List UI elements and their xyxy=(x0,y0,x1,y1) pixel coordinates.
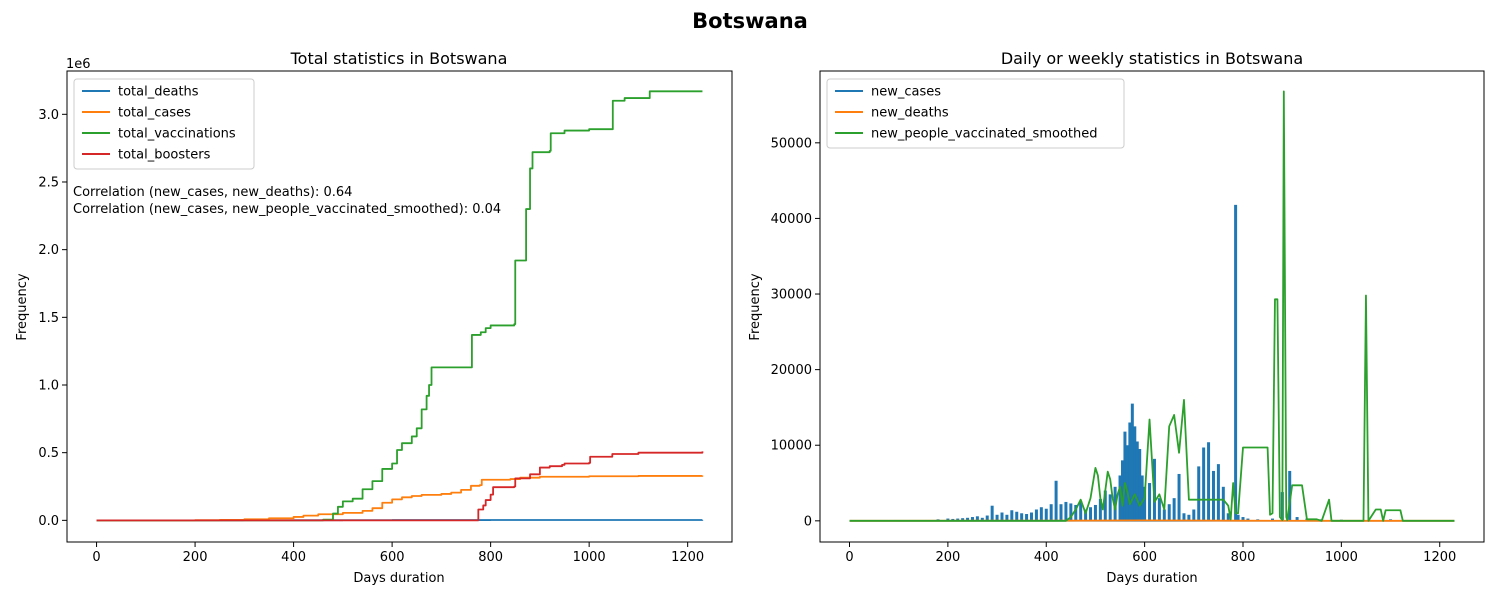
correlation-annotation-2: Correlation (new_cases, new_people_vacci… xyxy=(73,202,501,217)
daily-statistics-chart: Daily or weekly statistics in Botswana D… xyxy=(748,49,1485,586)
x-tick-label: 600 xyxy=(380,550,405,565)
y-tick-label: 50000 xyxy=(771,136,812,151)
x-tick-label: 1200 xyxy=(1423,550,1456,565)
y-tick-label: 1.5 xyxy=(38,311,59,326)
x-tick-label: 600 xyxy=(1132,550,1157,565)
legend: total_deaths total_cases total_vaccination… xyxy=(73,78,255,170)
x-tick-label: 0 xyxy=(845,550,853,565)
legend-label-new_cases: new_cases xyxy=(871,85,941,100)
y-tick-label: 20000 xyxy=(771,363,812,378)
x-tick-label: 200 xyxy=(935,550,960,565)
x-tick-label: 800 xyxy=(1231,550,1256,565)
axes-frame xyxy=(819,70,1485,543)
x-tick-label: 200 xyxy=(183,550,208,565)
x-tick-label: 1000 xyxy=(1325,550,1358,565)
series-line-new_people_vaccinated_smoothed xyxy=(849,90,1455,522)
legend-box xyxy=(826,78,1125,149)
y-tick-label: 0 xyxy=(804,514,812,529)
legend-label-new_people_vaccinated_smoothed: new_people_vaccinated_smoothed xyxy=(871,127,1097,142)
y-tick-label: 2.0 xyxy=(38,243,59,258)
legend: new_cases new_deaths new_people_vaccinated… xyxy=(826,78,1125,149)
plot-area xyxy=(849,90,1455,522)
plot-area xyxy=(96,90,704,522)
correlation-annotation-1: Correlation (new_cases, new_deaths): 0.6… xyxy=(73,185,352,200)
legend-label-total_vaccinations: total_vaccinations xyxy=(118,127,236,142)
series-line-total_cases xyxy=(96,475,704,522)
x-tick-label: 1200 xyxy=(671,550,704,565)
x-tick-label: 1000 xyxy=(573,550,606,565)
total-chart-y-offset: 1e6 xyxy=(66,57,91,72)
daily-chart-ylabel: Frequency xyxy=(748,273,763,340)
x-tick-label: 0 xyxy=(92,550,100,565)
legend-box xyxy=(73,78,255,170)
y-tick-label: 2.5 xyxy=(38,175,59,190)
y-tick-label: 0.5 xyxy=(38,446,59,461)
series-line-total_boosters xyxy=(96,451,704,522)
axes-frame xyxy=(66,70,733,543)
legend-label-new_deaths: new_deaths xyxy=(871,106,949,121)
y-tick-label: 3.0 xyxy=(38,108,59,123)
x-tick-label: 800 xyxy=(478,550,503,565)
daily-chart-xlabel: Days duration xyxy=(1106,571,1197,586)
legend-label-total_deaths: total_deaths xyxy=(118,85,199,100)
legend-label-total_cases: total_cases xyxy=(118,106,191,121)
total-chart-title: Total statistics in Botswana xyxy=(290,49,508,68)
figure-title: Botswana xyxy=(692,9,808,33)
legend-label-total_boosters: total_boosters xyxy=(118,148,211,163)
x-tick-label: 400 xyxy=(281,550,306,565)
series-line-total_vaccinations xyxy=(96,90,703,522)
y-tick-label: 1.0 xyxy=(38,379,59,394)
y-tick-label: 0.0 xyxy=(38,514,59,529)
x-tick-label: 400 xyxy=(1034,550,1059,565)
y-tick-label: 40000 xyxy=(771,212,812,227)
y-tick-label: 10000 xyxy=(771,439,812,454)
total-chart-ylabel: Frequency xyxy=(15,273,30,340)
y-tick-label: 30000 xyxy=(771,288,812,303)
total-statistics-chart: Total statistics in Botswana 1e6 Days du… xyxy=(15,49,733,586)
daily-chart-title: Daily or weekly statistics in Botswana xyxy=(1001,49,1303,68)
total-chart-xlabel: Days duration xyxy=(353,571,444,586)
